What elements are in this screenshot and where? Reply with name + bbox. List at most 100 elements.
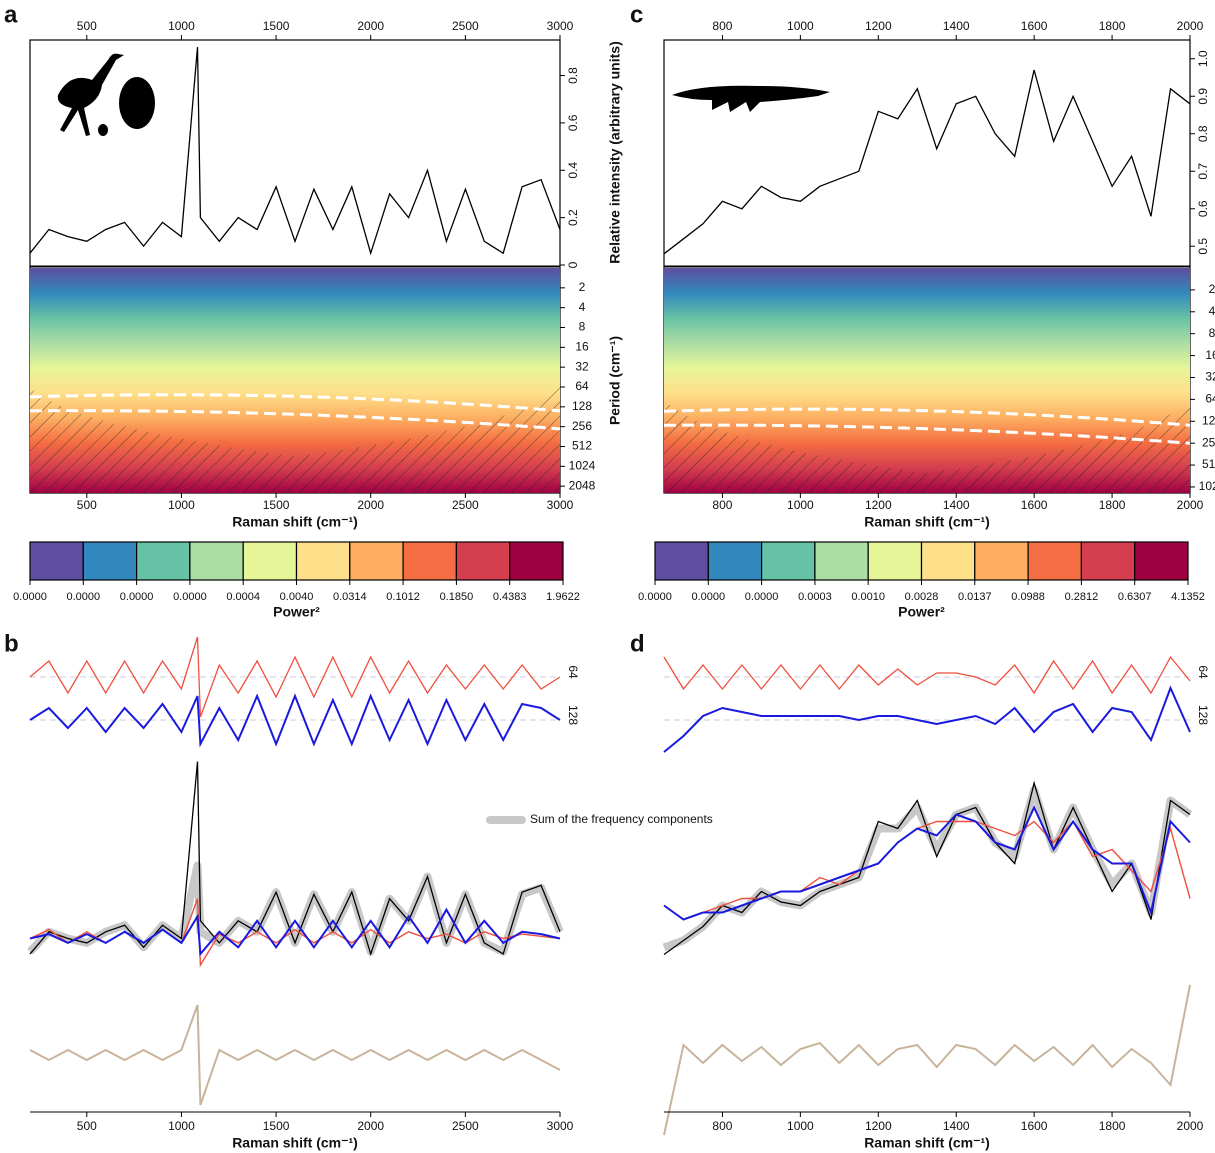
colorbar-cell [760,541,816,581]
x-tick-label: 2500 [452,1119,479,1133]
colorbar-cell [814,541,869,581]
y-tick-label: 0.6 [566,114,580,131]
x-tick-label: 1000 [168,498,195,512]
x-tick-label: 1500 [263,1119,290,1133]
colorbar-title: Power² [898,604,945,620]
x-tick-label: 500 [77,498,97,512]
y-tick-label: 1.0 [1196,50,1210,67]
colorbar-title: Power² [273,604,320,620]
colorbar-cell [295,541,351,581]
colorbar-cell [654,541,709,581]
x-tick-label: 3000 [547,1119,574,1133]
reconstruction-line [663,805,1191,921]
colorbar-tick-label: 0.4383 [493,591,527,603]
colorbar-tick-label: 0.0000 [745,591,779,603]
colorbar-cell [1080,541,1136,581]
spectrum-line [29,47,561,256]
x-tick-label: 2000 [357,1119,384,1133]
band-label: 128 [1196,705,1210,725]
colorbar-cell [349,541,404,581]
colorbar-tick-label: 0.0137 [958,591,992,603]
y-tick-label: 4 [1209,304,1215,318]
panel-label: a [4,1,18,28]
x-tick-label: 3000 [547,498,574,512]
y-tick-label: 256 [572,419,592,433]
x-tick-label: 1000 [787,19,814,33]
x-tick-label: 1400 [943,498,970,512]
y-tick-label: 0.6 [1196,200,1210,217]
y-tick-label: 0 [566,261,580,268]
x-tick-label: 1400 [943,1119,970,1133]
x-tick-label: 1500 [263,498,290,512]
colorbar-tick-label: 0.0000 [173,591,207,603]
residual-line [29,1004,561,1106]
reconstruction-line [663,820,1191,921]
colorbar-tick-label: 0.0040 [280,591,314,603]
colorbar-cell [974,541,1029,581]
x-tick-label: 1200 [865,19,892,33]
colorbar-cell [707,541,763,581]
colorbar-tick-label: 0.2812 [1065,591,1099,603]
y-tick-label: 16 [1205,348,1215,362]
y-tick-label: 0.9 [1196,88,1210,105]
y-tick-label: 64 [575,379,589,393]
x-axis-label: Raman shift (cm⁻¹) [232,514,358,530]
panel-label: c [630,1,643,28]
y-tick-label: 4 [579,300,586,314]
y-axis-label: Relative intensity (arbitrary units) [607,41,623,264]
panel-label: b [4,630,19,657]
y-tick-label: 8 [1209,326,1215,340]
y-tick-label: 0.8 [1196,125,1210,142]
x-tick-label: 1600 [1021,1119,1048,1133]
ridge-dashed [663,423,1191,445]
y-axis-label: Period (cm⁻¹) [607,336,623,425]
x-tick-label: 2500 [452,19,479,33]
x-tick-label: 1000 [168,1119,195,1133]
band-line [663,685,1191,753]
x-tick-label: 800 [712,19,732,33]
colorbar-tick-label: 0.0000 [13,591,47,603]
x-tick-label: 2500 [452,498,479,512]
y-tick-label: 1024 [1199,479,1215,493]
x-tick-label: 1000 [787,498,814,512]
y-tick-label: 1024 [569,459,596,473]
y-tick-label: 512 [572,439,592,453]
ostrich-icon [57,53,155,136]
ridge-dashed [663,407,1191,427]
colorbar-tick-label: 0.0010 [851,591,885,603]
colorbar-tick-label: 0.1850 [440,591,474,603]
y-tick-label: 8 [579,320,586,334]
cone-of-influence [30,387,560,493]
colorbar-cell [920,541,976,581]
band-label: 128 [566,705,580,725]
x-tick-label: 800 [712,498,732,512]
y-tick-label: 256 [1202,435,1215,449]
colorbar-cell [509,541,564,581]
x-tick-label: 1800 [1099,19,1126,33]
y-tick-label: 2048 [569,478,596,492]
x-tick-label: 2000 [357,498,384,512]
ridge-dashed [29,409,561,431]
panel-label: d [630,630,645,657]
colorbar-tick-label: 0.0004 [226,591,260,603]
x-tick-label: 2000 [1177,19,1204,33]
y-tick-label: 0.7 [1196,163,1210,180]
x-tick-label: 1200 [865,1119,892,1133]
legend-label: Sum of the frequency components [530,812,713,826]
colorbar-tick-label: 0.0000 [691,591,725,603]
band-label: 64 [1196,665,1210,679]
y-tick-label: 16 [575,340,589,354]
y-tick-label: 128 [1202,413,1215,427]
x-tick-label: 500 [77,19,97,33]
x-tick-label: 1000 [787,1119,814,1133]
residual-line [663,984,1191,1136]
sum-line [27,861,564,956]
colorbar-cell [867,541,923,581]
x-axis-label: Raman shift (cm⁻¹) [864,514,990,530]
y-tick-label: 0.4 [566,162,580,179]
colorbar-tick-label: 4.1352 [1171,591,1205,603]
x-tick-label: 1800 [1099,1119,1126,1133]
colorbar-cell [402,541,458,581]
x-tick-label: 1500 [263,19,290,33]
